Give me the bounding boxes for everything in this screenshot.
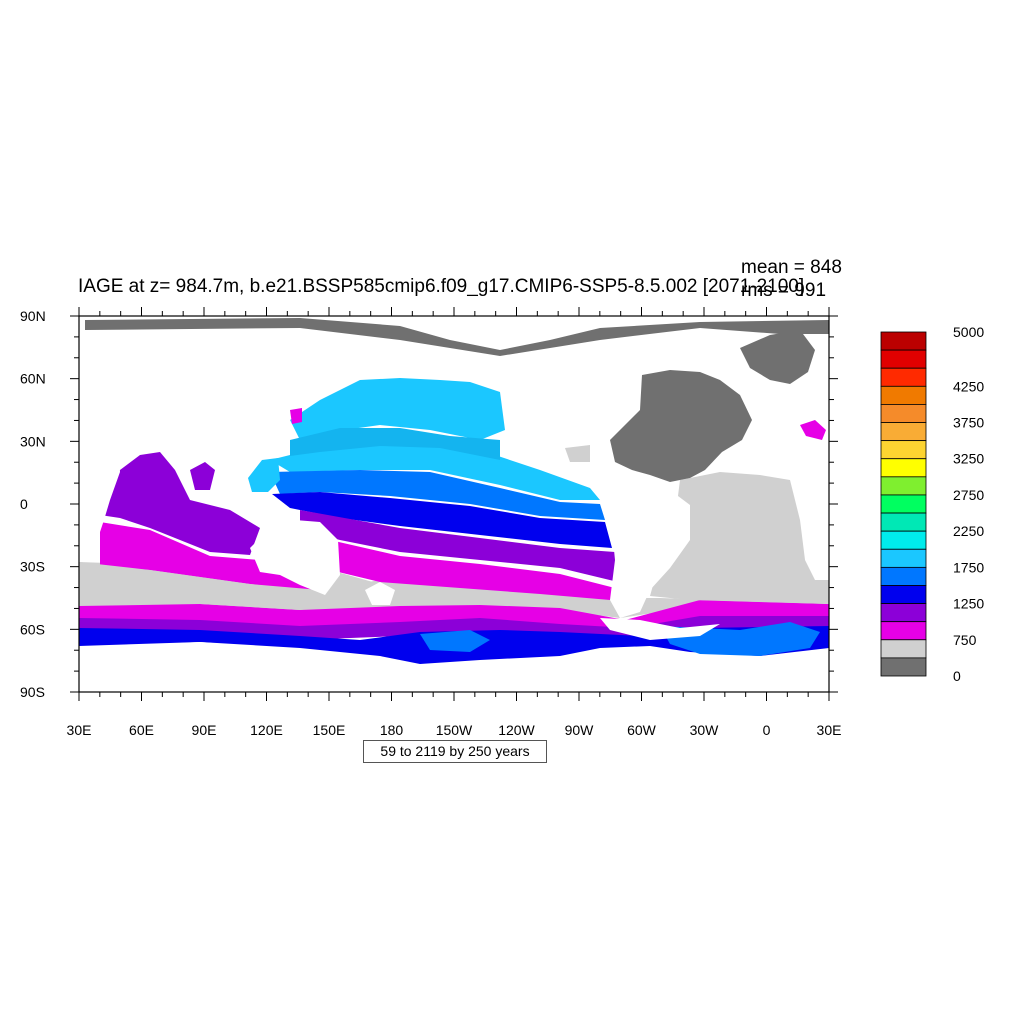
lon-label: 90W [565, 722, 595, 738]
lon-label: 120E [250, 722, 283, 738]
lat-label: 60S [20, 621, 45, 637]
lon-label: 30W [690, 722, 720, 738]
colorbar-swatch [880, 494, 927, 514]
caribbean-magenta [800, 420, 826, 440]
indian-ocean-magenta [100, 522, 320, 590]
colorbar-swatch [880, 603, 927, 623]
colorbar-swatch [880, 548, 927, 568]
antarctica-bottom [79, 642, 829, 692]
arabian-cyan [248, 458, 280, 492]
lon-label: 30E [817, 722, 842, 738]
red-sea-magenta [290, 408, 302, 424]
indian-ocean-purple-2 [190, 462, 215, 490]
lat-label: 0 [20, 496, 28, 512]
pacific-teal-band [290, 428, 500, 460]
rms-stat: rms = 991 [741, 280, 827, 301]
longitude-axis: 30E 60E 90E 120E 150E 180 150W 120W 90W 60W 30W 0 30… [67, 307, 842, 738]
colorbar-swatch [880, 621, 927, 641]
lon-label: 150W [436, 722, 473, 738]
lat-label: 90N [20, 308, 46, 324]
colorbar-swatch [880, 349, 927, 369]
colorbar-label: 4250 [953, 378, 984, 394]
antarctica-north-tip [600, 618, 720, 640]
colorbar-swatch [880, 458, 927, 478]
colorbar-label: 5000 [953, 324, 984, 340]
pacific-magenta-band [330, 540, 615, 600]
colorbar-swatch [880, 512, 927, 532]
colorbar: 5000 4250 3750 3250 2750 2250 1750 1250 750 0 [880, 324, 984, 684]
arctic-strip [85, 318, 829, 356]
lon-label: 180 [380, 722, 404, 738]
colorbar-swatch [880, 440, 927, 460]
southern-band-azure-2 [420, 630, 490, 652]
lon-label: 30E [67, 722, 92, 738]
colorbar-swatch [880, 331, 927, 351]
pacific-gray-band [330, 570, 610, 604]
lat-label: 60N [20, 371, 46, 387]
lon-label: 150E [313, 722, 346, 738]
lon-label: 90E [192, 722, 217, 738]
africa [79, 420, 120, 552]
colorbar-swatch [880, 476, 927, 496]
lon-label: 60E [129, 722, 154, 738]
colorbar-label: 1750 [953, 559, 984, 575]
australia [250, 520, 340, 595]
colorbar-label: 2250 [953, 523, 984, 539]
colorbar-swatch [880, 639, 927, 659]
lat-label: 90S [20, 684, 45, 700]
pacific-light-blue [270, 438, 600, 500]
colorbar-label: 750 [953, 632, 977, 648]
greenland [740, 330, 815, 384]
colorbar-swatch [880, 422, 927, 442]
colorbar-swatch [880, 385, 927, 405]
latitude-axis: 90N 60N 30N 0 30S 60S 90S [20, 308, 838, 700]
contour-info-box: 59 to 2119 by 250 years [363, 740, 547, 763]
colorbar-label: 3250 [953, 451, 984, 467]
lat-label: 30S [20, 559, 45, 575]
indian-ocean-gray [79, 562, 360, 610]
map-title: IAGE at z= 984.7m, b.e21.BSSP585cmip6.f0… [78, 276, 805, 297]
colorbar-label: 0 [953, 668, 961, 684]
mean-stat: mean = 848 [741, 257, 842, 278]
colorbar-swatch [880, 566, 927, 586]
lon-label: 120W [498, 722, 535, 738]
colorbar-swatch [880, 657, 927, 677]
colorbar-swatch [880, 530, 927, 550]
nz-island [365, 582, 395, 605]
lat-label: 30N [20, 433, 46, 449]
colorbar-swatch [880, 585, 927, 604]
lon-label: 60W [627, 722, 657, 738]
colorbar-label: 3750 [953, 415, 984, 431]
colorbar-label: 2750 [953, 487, 984, 503]
south-america [605, 485, 690, 618]
atlantic-gray-2 [565, 445, 590, 462]
lon-label: 0 [763, 722, 771, 738]
atlantic-gray [650, 472, 829, 604]
pacific-blue-band [272, 492, 612, 548]
colorbar-swatch [880, 367, 927, 387]
indian-ocean-purple [100, 452, 260, 555]
pacific-azure-band [270, 470, 605, 520]
colorbar-label: 1250 [953, 596, 984, 612]
map-area [79, 316, 829, 692]
north-america [610, 370, 752, 482]
pacific-purple-band [300, 510, 618, 582]
pacific-cyan-north [290, 378, 505, 440]
colorbar-swatch [880, 404, 927, 423]
